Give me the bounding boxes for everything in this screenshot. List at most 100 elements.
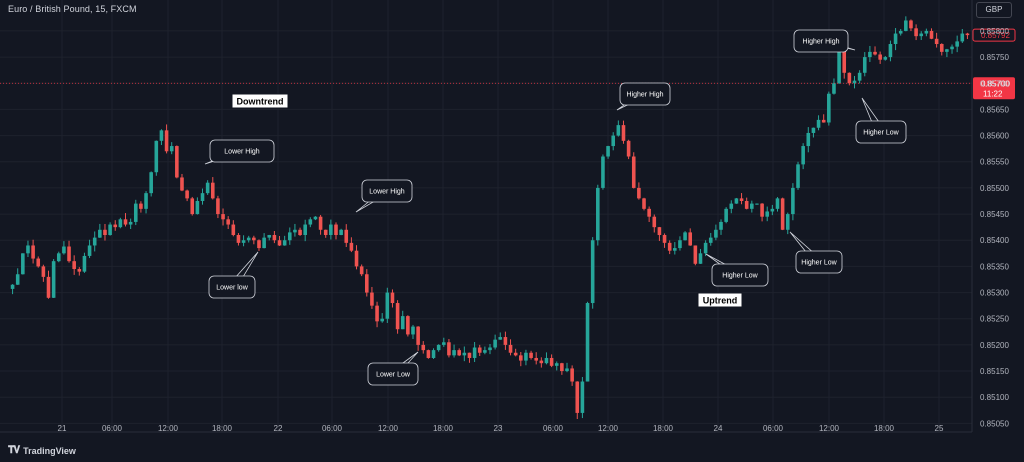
candle-body [139,203,143,209]
candle-body [313,216,318,220]
candle-body [955,41,959,47]
candle-body [519,355,523,361]
trend-label-text: Downtrend [237,97,284,107]
currency-button[interactable]: GBP [976,2,1012,18]
candle-body [806,132,811,147]
candle-body [205,182,210,194]
candle-body [298,229,302,236]
candle-body [51,261,56,298]
candle-body [852,80,857,84]
candle-body [364,274,369,293]
last-price-label-bg [972,28,1016,42]
candle-body [267,235,272,238]
candle-body [965,33,970,36]
price-axis[interactable]: 0.85800 0.85750 0.85700 0.85650 0.85600 0.855… [980,27,1009,428]
candle-body [72,261,76,270]
price-line-countdown: 11:22 [983,89,1003,98]
candle-body [195,200,200,215]
price-tick-label: 0.85500 [980,184,1009,193]
candle-body [544,357,549,364]
chart-grid [0,0,972,432]
tradingview-brand[interactable]: 𝐓𝐕 TradingView [8,445,76,456]
symbol-title[interactable]: Euro / British Pound, 15, FXCM [8,4,137,14]
candle-body [113,224,118,228]
candle-body [924,30,929,34]
candle-body [257,240,261,249]
candle-body [77,269,82,272]
callout-box [619,82,671,106]
candle-body [154,140,159,173]
callout-text: Lower low [216,285,248,292]
candle-body [241,240,246,243]
candle-body [878,54,882,60]
candle-body [395,303,400,330]
candle-body [272,235,277,241]
time-tick-label: 06:00 [543,424,564,433]
candle-body [939,44,944,52]
candle-body [724,208,728,222]
time-tick-label: 06:00 [763,424,784,433]
price-tick-label: 0.85750 [980,53,1009,62]
candle-body [606,146,610,157]
callout-box [361,179,413,203]
candle-body [750,203,754,209]
candle-body [785,214,790,230]
price-tick-label: 0.85350 [980,262,1009,271]
candle-body [791,187,795,215]
callout-text: Higher High [627,92,664,99]
candle-body [128,221,133,225]
candle-body [262,237,266,249]
candle-body [811,127,816,133]
time-tick-label: 06:00 [102,424,123,433]
candle-body [734,198,739,204]
callout-text: Higher Low [801,260,837,267]
candle-body [375,305,379,322]
candle-body [221,214,225,220]
candle-body [529,352,533,358]
candle-body [21,253,25,275]
candle-body [36,258,41,267]
candle-body [898,30,903,34]
candle-body [503,337,508,345]
candle-body [909,20,913,29]
candle-body [436,344,441,351]
time-axis[interactable]: 21 06:00 12:00 18:00 22 06:00 12:00 18:00 23 06:0… [58,424,944,433]
candle-body [960,33,965,42]
candle-body [775,198,780,209]
last-price-value: 0.85792 [981,31,1010,40]
time-tick-label: 18:00 [433,424,454,433]
candle-body [873,51,877,55]
price-tick-label: 0.85800 [980,27,1009,36]
callout-text: Higher High [803,39,840,46]
candle-body [411,326,415,335]
callout-text: Lower Low [376,372,411,379]
candle-body [426,350,431,358]
candle-body [359,266,364,275]
candle-body [945,49,949,52]
price-tick-label: 0.85650 [980,105,1009,114]
candle-body [560,363,564,372]
candle-body [462,352,467,356]
time-tick-label: 18:00 [212,424,233,433]
candle-body [339,229,343,236]
candle-body [385,292,390,319]
candle-body [611,135,616,147]
candle-body [354,250,359,267]
candle-body [729,203,734,209]
candle-body [667,242,672,251]
candle-body [287,232,292,241]
time-tick-label: 06:00 [322,424,343,433]
time-tick-label: 24 [714,424,723,433]
candle-body [539,360,544,364]
chart-annotations: Downtrend Uptrend Lower High Lower low Lower… [204,29,907,386]
price-tick-label: 0.85200 [980,341,1009,350]
candle-body [698,253,703,264]
candle-body [708,237,713,243]
candle-body [334,224,338,236]
callout-box [793,29,849,53]
candle-body [596,187,600,241]
callout-text: Lower High [369,189,405,196]
candle-body [847,72,852,84]
candle-body [683,232,687,241]
